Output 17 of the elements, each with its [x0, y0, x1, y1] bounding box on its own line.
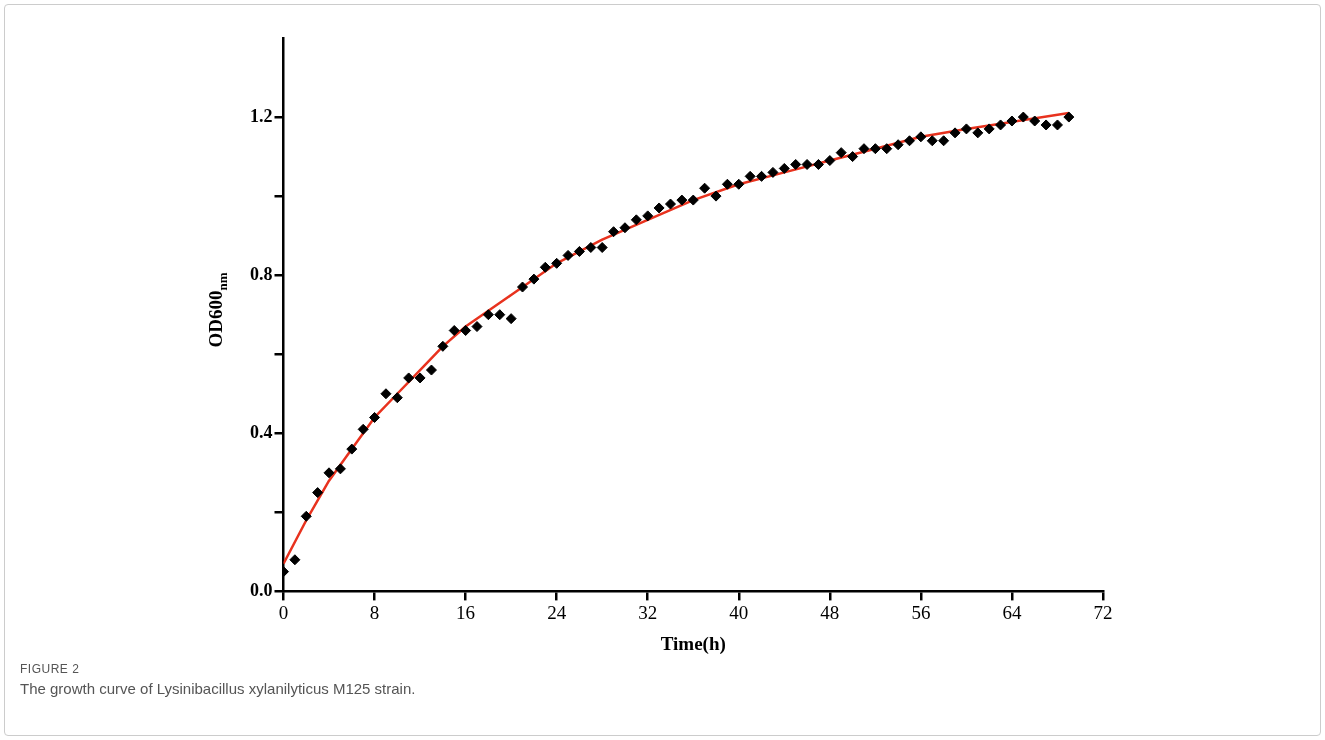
- x-tick-label: 0: [278, 601, 289, 623]
- x-tick-label: 8: [369, 601, 380, 623]
- text: The growth curve of Lysinibacillus xylanilyticus M125 strain.: [20, 680, 416, 697]
- x-tick-label: 40: [729, 601, 749, 623]
- y-tick-label: 0.8: [250, 263, 273, 284]
- caption: FIGURE 2: [20, 662, 81, 676]
- x-tick-label: 16: [456, 601, 476, 623]
- x-tick-label: 72: [1093, 601, 1113, 623]
- x-tick-label: 32: [638, 601, 658, 623]
- x-tick-label: 64: [1002, 601, 1022, 623]
- x-tick-label: 24: [547, 601, 567, 623]
- y-tick-label: 1.2: [250, 105, 273, 126]
- x-axis-title: Time(h): [660, 632, 726, 655]
- y-tick-label: 0.0: [250, 580, 273, 601]
- x-tick-label: 56: [911, 601, 931, 623]
- x-tick-label: 48: [820, 601, 840, 623]
- y-tick-label: 0.4: [250, 421, 273, 442]
